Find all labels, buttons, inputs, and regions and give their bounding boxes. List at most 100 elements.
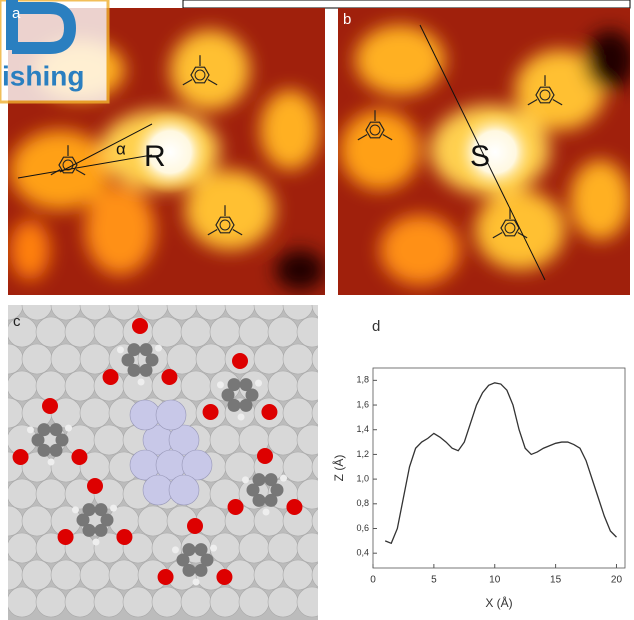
atom-substrate — [94, 317, 124, 347]
blob — [380, 215, 460, 285]
atom-substrate — [36, 371, 66, 401]
annotation: S — [470, 140, 490, 173]
atom-carbon — [95, 524, 108, 537]
atom-carbon — [240, 378, 253, 391]
atom-substrate — [297, 371, 327, 401]
atom-substrate — [268, 533, 298, 563]
atom-adatom — [130, 400, 160, 430]
atom-substrate — [36, 479, 66, 509]
atom-adatom — [143, 475, 173, 505]
atom-substrate — [109, 560, 139, 590]
glow — [453, 110, 537, 194]
x-tick-label: 0 — [370, 575, 376, 586]
atom-carbon — [195, 564, 208, 577]
atom-substrate — [210, 425, 240, 455]
blob — [85, 185, 155, 275]
atom-hydrogen — [110, 505, 117, 512]
atom-substrate — [80, 344, 110, 374]
atom-hydrogen — [27, 426, 34, 433]
atom-substrate — [181, 317, 211, 347]
atom-carbon — [183, 543, 196, 556]
atom-hydrogen — [172, 546, 179, 553]
atom-substrate — [7, 371, 37, 401]
atom-substrate — [268, 425, 298, 455]
atom-substrate — [268, 371, 298, 401]
atom-substrate — [239, 587, 269, 617]
atom-carbon — [83, 503, 96, 516]
atom-hydrogen — [280, 475, 287, 482]
atom-carbon — [128, 343, 141, 356]
atom-substrate — [225, 452, 255, 482]
atom-hydrogen — [117, 346, 124, 353]
blob — [355, 25, 445, 95]
atom-substrate — [65, 317, 95, 347]
atom-substrate — [297, 533, 327, 563]
panel-label: b — [343, 11, 351, 28]
atom-hydrogen — [263, 508, 270, 515]
atom-oxygen — [103, 369, 119, 385]
y-tick-label: 1,0 — [356, 473, 369, 483]
atom-substrate — [152, 587, 182, 617]
blob — [170, 30, 250, 110]
atom-oxygen — [116, 529, 132, 545]
blob — [260, 90, 320, 170]
header-box — [183, 0, 630, 8]
atom-substrate — [297, 587, 327, 617]
atom-hydrogen — [193, 578, 200, 585]
atom-hydrogen — [65, 425, 72, 432]
atom-carbon — [38, 423, 51, 436]
y-tick-label: 0,8 — [356, 498, 369, 508]
atom-substrate — [36, 587, 66, 617]
atom-oxygen — [257, 448, 273, 464]
atom-oxygen — [13, 449, 29, 465]
atom-substrate — [181, 587, 211, 617]
atom-substrate — [7, 479, 37, 509]
atom-hydrogen — [217, 381, 224, 388]
atom-carbon — [50, 444, 63, 457]
atom-substrate — [312, 506, 342, 536]
atom-substrate — [210, 317, 240, 347]
atom-substrate — [268, 587, 298, 617]
atom-hydrogen — [242, 476, 249, 483]
atom-hydrogen — [93, 538, 100, 545]
panel-label: c — [13, 313, 21, 330]
atom-oxygen — [71, 449, 87, 465]
atom-substrate — [297, 317, 327, 347]
blob — [585, 30, 634, 90]
atom-substrate — [283, 452, 313, 482]
atom-oxygen — [158, 569, 174, 585]
atom-substrate — [326, 371, 356, 401]
plot-frame — [373, 368, 625, 568]
annotation: α — [116, 139, 126, 158]
atom-oxygen — [161, 369, 177, 385]
figure: ishing a R α b S c d 0,40,60,81,01,21,41… — [0, 0, 634, 620]
atom-substrate — [239, 317, 269, 347]
annotation: R — [144, 140, 166, 173]
atom-hydrogen — [48, 458, 55, 465]
atom-substrate — [65, 587, 95, 617]
atom-carbon — [140, 364, 153, 377]
atom-substrate — [254, 344, 284, 374]
x-tick-label: 5 — [431, 575, 437, 586]
atom-substrate — [65, 371, 95, 401]
logo-text: ishing — [2, 60, 84, 91]
atom-substrate — [123, 587, 153, 617]
atom-substrate — [7, 317, 37, 347]
atom-substrate — [22, 506, 52, 536]
blob — [275, 250, 325, 290]
atom-hydrogen — [138, 378, 145, 385]
blob — [570, 160, 630, 240]
atom-hydrogen — [210, 545, 217, 552]
atom-substrate — [326, 317, 356, 347]
atom-hydrogen — [72, 506, 79, 513]
atom-substrate — [326, 425, 356, 455]
atom-substrate — [22, 560, 52, 590]
y-tick-label: 1,8 — [356, 375, 369, 385]
y-tick-label: 0,6 — [356, 523, 369, 533]
atom-carbon — [50, 423, 63, 436]
atom-carbon — [228, 378, 241, 391]
atom-substrate — [7, 587, 37, 617]
atom-substrate — [254, 560, 284, 590]
atom-substrate — [51, 560, 81, 590]
atom-substrate — [138, 506, 168, 536]
